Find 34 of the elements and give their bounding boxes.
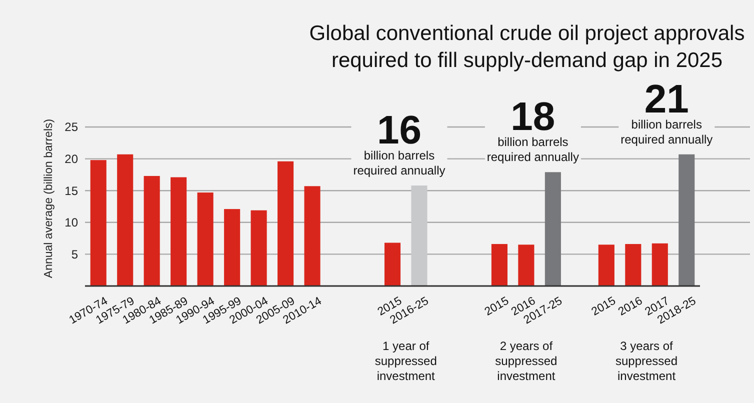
bar bbox=[117, 154, 134, 286]
bar bbox=[518, 244, 534, 286]
y-tick-label: 5 bbox=[71, 247, 78, 262]
text: 2 years of suppressed investment bbox=[495, 339, 558, 383]
bar bbox=[170, 177, 187, 286]
bar bbox=[491, 244, 508, 286]
x-tick-label: 2016 bbox=[616, 295, 645, 318]
bar bbox=[224, 209, 240, 286]
chart-title: Global conventional crude oil project approvals required to fill supply-demand gap in 2025 bbox=[309, 22, 745, 72]
annotation: billion barrels required annually bbox=[353, 148, 446, 178]
y-axis-title: Annual average (billion barrels) bbox=[43, 118, 55, 278]
y-tick-label: 25 bbox=[64, 120, 78, 134]
annotation: billion barrels required annually bbox=[486, 135, 579, 164]
bar bbox=[598, 244, 614, 286]
y-tick-label: 15 bbox=[64, 184, 78, 198]
bar bbox=[278, 161, 294, 286]
y-tick-label: 20 bbox=[64, 152, 78, 166]
bar bbox=[304, 186, 320, 286]
bar bbox=[652, 243, 668, 286]
text: 3 years of suppressed investment bbox=[616, 339, 678, 383]
bar bbox=[411, 186, 428, 286]
bar bbox=[197, 192, 214, 286]
x-tick-label: 2015 bbox=[482, 295, 511, 318]
y-tick-label: 10 bbox=[64, 216, 78, 230]
x-tick-label: 2015 bbox=[590, 295, 618, 318]
bar bbox=[678, 154, 695, 286]
annotation: billion barrels required annually bbox=[620, 117, 713, 146]
bar bbox=[544, 172, 561, 286]
bar bbox=[144, 176, 160, 286]
bar bbox=[384, 242, 401, 286]
bar bbox=[250, 210, 267, 286]
bar bbox=[90, 160, 106, 286]
text: 1 year of suppressed investment bbox=[374, 339, 437, 383]
bar bbox=[625, 244, 642, 286]
